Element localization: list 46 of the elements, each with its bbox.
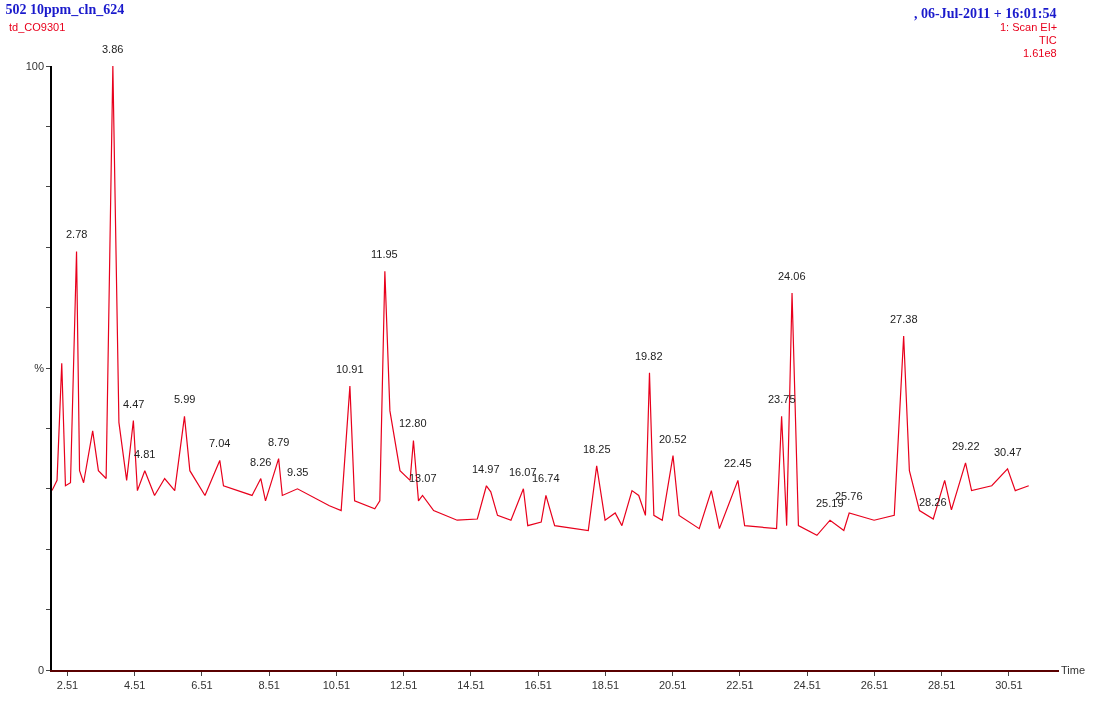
text: TIC	[1039, 34, 1057, 46]
annotation: 8.26	[250, 456, 272, 468]
annotation: 29.22	[952, 440, 980, 452]
x-tick-label: 22.51	[726, 678, 754, 691]
chart-title: 502 10ppm_cln_624	[5, 2, 125, 18]
annotation: 22.45	[724, 457, 752, 469]
x-tick-label: 16.51	[524, 678, 552, 691]
x-tick-label: 30.51	[995, 678, 1023, 691]
x-tick-label: 10.51	[322, 678, 351, 691]
annotation: 8.79	[268, 436, 290, 448]
x-tick-label: 4.51	[124, 678, 146, 691]
text: 1.61e8	[1023, 47, 1057, 59]
annotation: 2.78	[66, 228, 88, 240]
annotation: 14.97	[472, 463, 500, 475]
x-tick-label: 24.51	[793, 678, 821, 691]
annotation: 4.47	[123, 398, 145, 410]
annotation: 11.95	[371, 248, 398, 260]
text: td_CO9301	[9, 21, 66, 33]
x-tick-label: 2.51	[56, 678, 79, 691]
x-tick-label: 12.51	[389, 678, 418, 691]
annotation: 24.06	[778, 270, 806, 282]
x-tick-label: 28.51	[927, 678, 956, 691]
annotation: 12.80	[399, 417, 427, 429]
annotation: 27.38	[890, 313, 918, 325]
y-tick-label: 100	[25, 59, 45, 72]
y-tick-label: 0	[37, 663, 45, 676]
annotation: 5.99	[174, 393, 196, 405]
x-tick-label: 8.51	[258, 678, 280, 691]
x-tick-label: 20.51	[658, 678, 687, 691]
y-tick-label: %	[34, 361, 45, 374]
annotation: 9.35	[287, 466, 309, 478]
annotation: 20.52	[659, 433, 687, 445]
annotation: 19.82	[635, 350, 663, 362]
line-series	[52, 66, 1030, 536]
x-tick-label: 6.51	[191, 678, 213, 691]
annotation: 30.47	[994, 446, 1022, 458]
x-axis-title: Time	[1061, 664, 1086, 676]
x-tick-label: 26.51	[860, 678, 889, 691]
annotation: 10.91	[336, 363, 364, 375]
x-tick-label: 14.51	[457, 678, 485, 691]
x-tick-label: 18.51	[591, 678, 620, 691]
annotation: 3.86	[102, 43, 124, 55]
annotation: 7.04	[209, 437, 231, 449]
annotation: 18.25	[583, 443, 611, 455]
chart-subtitle: , 06-Jul-2011 + 16:01:54	[914, 6, 1057, 21]
text: 1: Scan EI+	[1000, 21, 1058, 33]
